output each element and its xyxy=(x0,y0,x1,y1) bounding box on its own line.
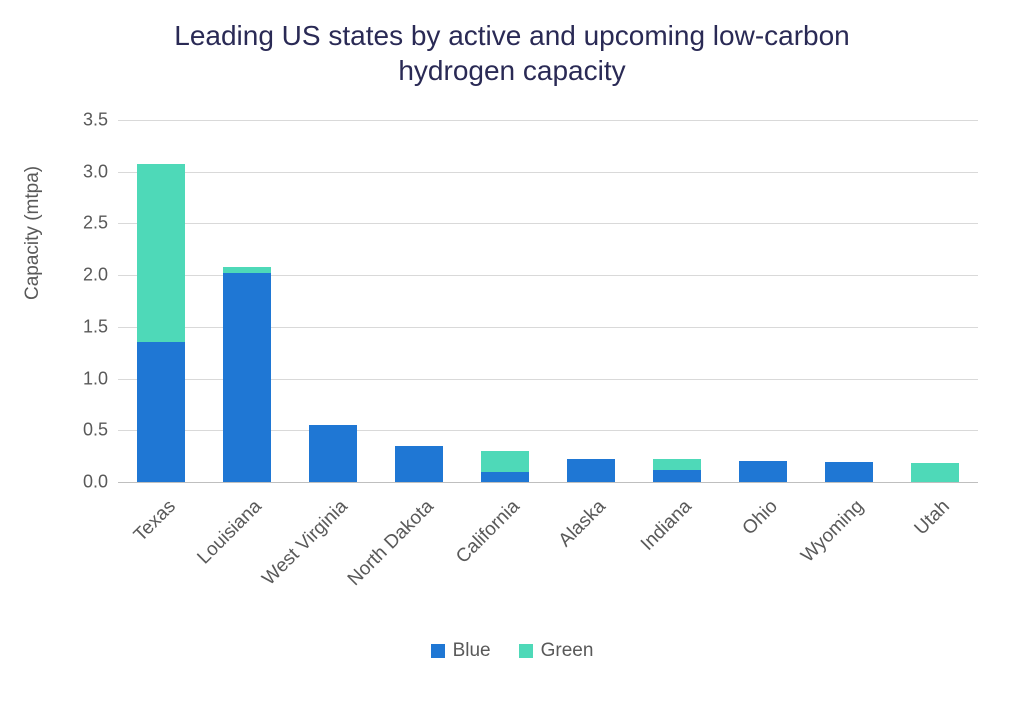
bar-segment-blue xyxy=(739,461,787,482)
bar xyxy=(653,120,701,482)
bar-segment-green xyxy=(137,164,185,342)
y-tick-label: 3.5 xyxy=(58,110,108,131)
x-axis-labels: TexasLouisianaWest VirginiaNorth DakotaC… xyxy=(118,490,978,640)
bar xyxy=(825,120,873,482)
plot-area xyxy=(118,120,978,483)
chart-title: Leading US states by active and upcoming… xyxy=(0,18,1024,88)
x-tick-label: Indiana xyxy=(637,496,697,556)
bar-segment-blue xyxy=(481,472,529,482)
bar-segment-blue xyxy=(137,342,185,482)
bar-segment-green xyxy=(481,451,529,472)
x-tick-label: West Virginia xyxy=(258,496,352,590)
legend-swatch xyxy=(519,644,533,658)
bar-segment-green xyxy=(223,267,271,273)
bar xyxy=(223,120,271,482)
y-tick-label: 2.5 xyxy=(58,213,108,234)
bar-segment-blue xyxy=(825,462,873,482)
y-tick-label: 3.0 xyxy=(58,161,108,182)
bar xyxy=(911,120,959,482)
y-axis-label: Capacity (mtpa) xyxy=(22,166,44,300)
x-tick-label: Ohio xyxy=(739,496,783,540)
x-tick-label: California xyxy=(452,496,524,568)
bar-segment-blue xyxy=(395,446,443,482)
bar xyxy=(567,120,615,482)
bar-segment-blue xyxy=(567,459,615,482)
y-tick-label: 1.5 xyxy=(58,316,108,337)
legend-item-blue: Blue xyxy=(431,640,491,662)
bar-segment-green xyxy=(653,459,701,469)
bar-segment-blue xyxy=(653,470,701,482)
y-tick-label: 1.0 xyxy=(58,368,108,389)
bar xyxy=(137,120,185,482)
x-tick-label: North Dakota xyxy=(344,496,439,591)
y-tick-label: 2.0 xyxy=(58,265,108,286)
x-tick-label: Wyoming xyxy=(797,496,868,567)
x-tick-label: Louisiana xyxy=(193,496,266,569)
bar xyxy=(395,120,443,482)
bar xyxy=(739,120,787,482)
bar-segment-green xyxy=(911,463,959,482)
bar xyxy=(309,120,357,482)
legend-swatch xyxy=(431,644,445,658)
x-tick-label: Alaska xyxy=(555,496,611,552)
hydrogen-capacity-chart: Leading US states by active and upcoming… xyxy=(0,0,1024,711)
bar xyxy=(481,120,529,482)
y-tick-label: 0.0 xyxy=(58,472,108,493)
x-tick-label: Texas xyxy=(130,496,181,547)
x-tick-label: Utah xyxy=(911,496,955,540)
bar-segment-blue xyxy=(223,273,271,482)
legend-item-green: Green xyxy=(519,640,594,662)
legend-label: Blue xyxy=(453,640,491,662)
y-tick-label: 0.5 xyxy=(58,420,108,441)
legend-label: Green xyxy=(541,640,594,662)
legend: Blue Green xyxy=(0,640,1024,662)
bar-segment-blue xyxy=(309,425,357,482)
